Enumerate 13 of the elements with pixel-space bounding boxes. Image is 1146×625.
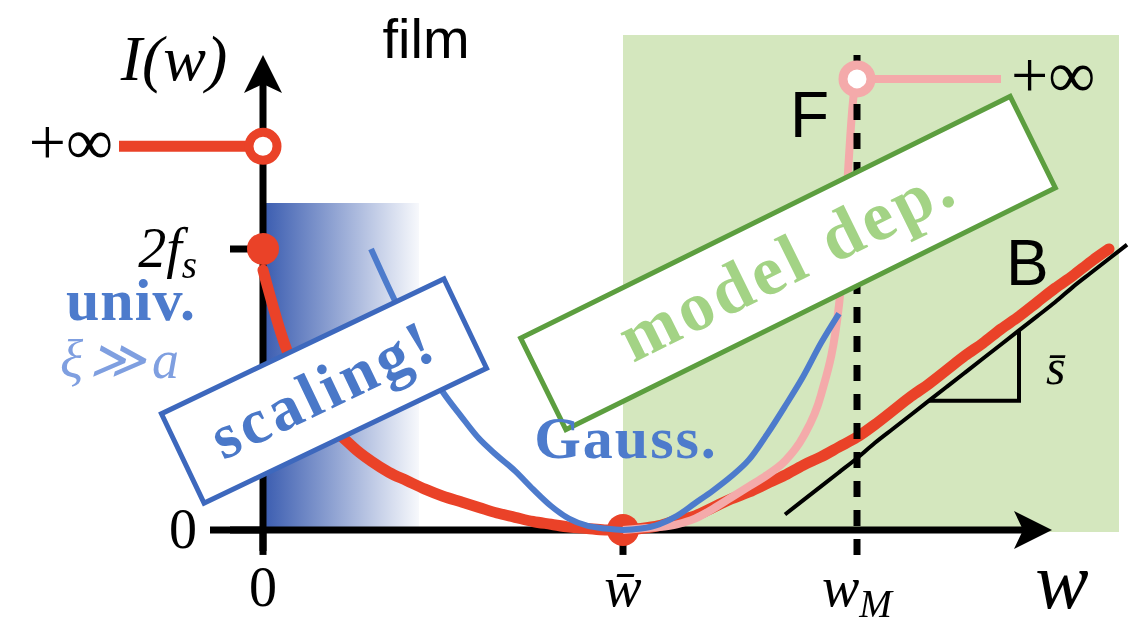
chart-title: film (382, 7, 470, 70)
x-axis-title: w (1035, 537, 1089, 625)
annotation: ξ≫a (60, 330, 186, 390)
annotation: +∞ (1011, 38, 1096, 111)
series-label: B (1006, 226, 1049, 299)
annotation: +∞ (28, 105, 113, 178)
x-tick-label: w̄ (604, 556, 642, 618)
annotation: s̄ (1046, 339, 1067, 396)
x-tick-label: w$_{M}$ (821, 556, 895, 625)
x-tick-label: 0 (249, 556, 277, 618)
series-label: Gauss. (534, 404, 718, 471)
y-axis-title: I(w) (119, 23, 228, 94)
series-label: F (789, 78, 829, 151)
